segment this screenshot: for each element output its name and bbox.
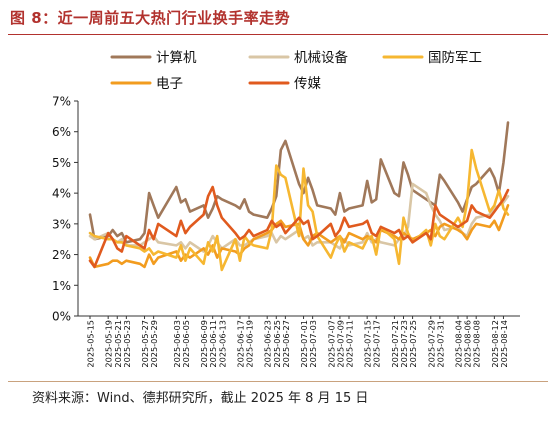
legend-label-1: 计算机 [156, 50, 197, 66]
legend-label-3: 国防军工 [428, 50, 482, 66]
series-line-3 [88, 148, 510, 272]
x-tick-label: 2025-05-27 [140, 320, 150, 368]
x-tick-label: 2025-08-12 [490, 320, 500, 368]
y-tick-label: 2% [52, 248, 71, 262]
y-tick-label: 3% [52, 217, 71, 231]
y-tick-label: 1% [52, 279, 71, 293]
legend-label-5: 传媒 [294, 76, 321, 92]
x-tick-label: 2025-07-31 [435, 320, 445, 368]
legend-label-4: 电子 [156, 76, 183, 92]
x-tick-label: 2025-05-29 [149, 320, 159, 368]
x-tick-label: 2025-06-13 [217, 320, 227, 368]
x-tick-label: 2025-07-21 [390, 320, 400, 368]
y-tick-label: 4% [52, 187, 71, 201]
series-line-4 [88, 204, 510, 269]
y-tick-label: 5% [52, 156, 71, 170]
y-tick-label: 7% [52, 95, 71, 109]
x-tick-label: 2025-08-08 [472, 320, 482, 368]
x-tick-label: 2025-08-14 [499, 320, 509, 368]
source-note: 资料来源：Wind、德邦研究所，截止 2025 年 8 月 15 日 [32, 391, 369, 406]
series-line-2 [88, 182, 510, 253]
x-tick-label: 2025-07-15 [363, 320, 373, 368]
x-tick-label: 2025-06-11 [208, 320, 218, 368]
x-tick-label: 2025-06-17 [235, 320, 245, 368]
x-tick-label: 2025-06-09 [199, 320, 209, 368]
x-tick-label: 2025-05-23 [122, 320, 132, 368]
series-lines [88, 121, 510, 272]
x-tick-label: 2025-06-19 [245, 320, 255, 368]
y-tick-label: 0% [52, 310, 71, 324]
legend-label-2: 机械设备 [294, 49, 348, 66]
x-tick-label: 2025-07-11 [344, 320, 354, 368]
x-tick-label: 2025-06-03 [172, 320, 182, 368]
axes: 0%1%2%3%4%5%6%7%2025-05-15 2025-05-19 2025… [52, 95, 520, 368]
x-tick-label: 2025-06-23 [263, 320, 273, 368]
x-tick-label: 2025-07-07 [326, 320, 336, 368]
y-tick-label: 6% [52, 125, 71, 139]
x-tick-label: 2025-05-15 [86, 320, 96, 368]
x-tick-label: 2025-06-05 [181, 320, 191, 368]
series-line-5 [88, 185, 510, 269]
x-tick-label: 2025-07-23 [399, 320, 409, 368]
x-tick-label: 2025-07-03 [308, 320, 318, 368]
x-tick-label: 2025-06-27 [281, 320, 291, 368]
x-tick-label: 2025-07-09 [335, 320, 345, 368]
x-tick-label: 2025-06-25 [272, 320, 282, 368]
footer-rule [8, 381, 548, 382]
x-tick-label: 2025-05-19 [104, 320, 114, 368]
x-tick-label: 2025-08-06 [463, 320, 473, 368]
x-tick-label: 2025-07-29 [426, 320, 436, 368]
x-tick-label: 2025-07-25 [408, 320, 418, 368]
figure-title: 图 8：近一周前五大热门行业换手率走势 [10, 9, 291, 27]
x-tick-label: 2025-05-21 [113, 320, 123, 368]
x-tick-label: 2025-08-04 [454, 320, 464, 368]
x-tick-label: 2025-07-01 [299, 320, 309, 368]
x-tick-label: 2025-07-17 [372, 320, 382, 368]
title-rule [8, 34, 548, 35]
